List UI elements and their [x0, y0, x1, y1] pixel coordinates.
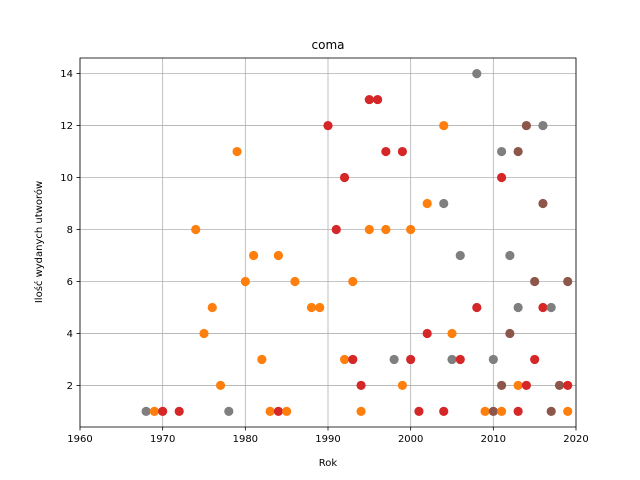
- data-point: [174, 406, 184, 417]
- data-point: [488, 354, 498, 365]
- data-point: [447, 354, 457, 365]
- data-point: [455, 354, 465, 365]
- data-point: [406, 224, 416, 235]
- data-point: [530, 276, 540, 287]
- data-point: [282, 406, 292, 417]
- data-point: [480, 406, 490, 417]
- data-point: [505, 250, 515, 261]
- data-point: [191, 224, 201, 235]
- data-point: [141, 406, 151, 417]
- y-tick-label: 10: [60, 173, 73, 184]
- data-point: [414, 406, 424, 417]
- data-point: [563, 380, 573, 391]
- data-point: [554, 380, 565, 391]
- data-point: [455, 250, 465, 261]
- data-point: [513, 302, 523, 313]
- x-axis-label: Rok: [319, 458, 338, 469]
- data-point: [149, 406, 159, 417]
- y-tick-label: 2: [67, 381, 73, 392]
- data-point: [348, 276, 358, 287]
- data-point: [538, 120, 548, 131]
- x-tick-label: 1970: [150, 434, 175, 445]
- x-axis-ticks: 1960 1970 1980 1990 2000 2010 2020: [67, 427, 589, 445]
- data-point: [488, 406, 498, 417]
- y-tick-label: 6: [67, 277, 73, 288]
- data-points: [141, 68, 573, 417]
- x-tick-label: 1960: [67, 434, 92, 445]
- data-point: [497, 146, 507, 157]
- data-point: [530, 354, 540, 365]
- data-point: [215, 380, 226, 391]
- y-tick-label: 14: [60, 69, 73, 80]
- data-point: [224, 406, 234, 417]
- data-point: [306, 302, 317, 313]
- data-point: [505, 328, 515, 339]
- data-point: [439, 198, 449, 209]
- data-point: [158, 406, 168, 417]
- data-point: [497, 406, 507, 417]
- data-point: [290, 276, 300, 287]
- data-point: [521, 380, 532, 391]
- y-tick-label: 8: [67, 225, 73, 236]
- data-point: [563, 406, 573, 417]
- data-point: [339, 354, 350, 365]
- data-point: [472, 68, 482, 79]
- data-point: [397, 146, 407, 157]
- x-tick-label: 1990: [315, 434, 340, 445]
- data-point: [356, 380, 366, 391]
- data-point: [422, 198, 432, 209]
- chart-title: coma: [312, 38, 345, 52]
- data-point: [207, 302, 217, 313]
- data-point: [339, 172, 350, 183]
- data-point: [199, 328, 209, 339]
- data-point: [249, 250, 259, 261]
- data-point: [381, 146, 391, 157]
- data-point: [447, 328, 457, 339]
- y-tick-label: 12: [60, 121, 73, 132]
- data-point: [546, 302, 556, 313]
- data-point: [331, 224, 341, 235]
- data-point: [364, 224, 374, 235]
- data-point: [439, 406, 449, 417]
- data-point: [381, 224, 391, 235]
- data-point: [546, 406, 556, 417]
- data-point: [563, 276, 573, 287]
- data-point: [315, 302, 325, 313]
- data-point: [521, 120, 532, 131]
- data-point: [323, 120, 333, 131]
- data-point: [397, 380, 407, 391]
- data-point: [389, 354, 399, 365]
- data-point: [364, 94, 374, 105]
- data-point: [373, 94, 383, 105]
- data-point: [257, 354, 267, 365]
- data-point: [356, 406, 366, 417]
- data-point: [538, 198, 548, 209]
- y-axis-ticks: 2 4 6 8 10 12 14: [60, 69, 80, 392]
- data-point: [422, 328, 432, 339]
- data-point: [472, 302, 482, 313]
- data-point: [513, 406, 523, 417]
- data-point: [273, 250, 283, 261]
- data-point: [265, 406, 275, 417]
- x-tick-label: 2000: [398, 434, 423, 445]
- data-point: [538, 302, 548, 313]
- y-axis-label: Ilość wydanych utworów: [33, 181, 45, 303]
- data-point: [513, 380, 523, 391]
- data-point: [232, 146, 242, 157]
- data-point: [497, 172, 507, 183]
- data-point: [273, 406, 283, 417]
- x-tick-label: 2020: [563, 434, 588, 445]
- data-point: [497, 380, 507, 391]
- y-tick-label: 4: [67, 329, 73, 340]
- data-point: [406, 354, 416, 365]
- x-tick-label: 2010: [481, 434, 506, 445]
- x-tick-label: 1980: [233, 434, 258, 445]
- data-point: [348, 354, 358, 365]
- data-point: [513, 146, 523, 157]
- data-point: [439, 120, 449, 131]
- data-point: [240, 276, 250, 287]
